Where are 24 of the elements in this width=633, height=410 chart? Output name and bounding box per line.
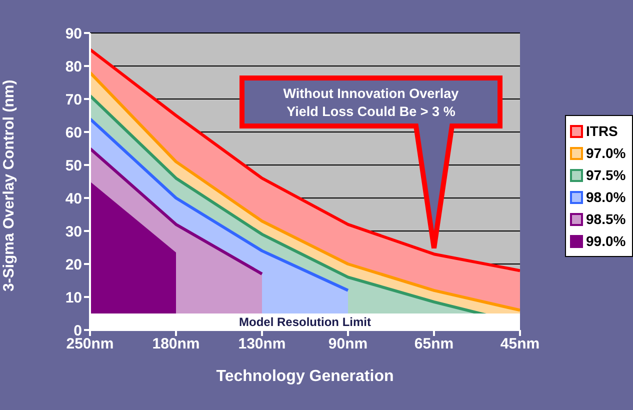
y-axis-title: 3-Sigma Overlay Control (nm)	[0, 80, 18, 292]
y-tick-label: 20	[65, 256, 82, 274]
y-tick-label: 50	[65, 157, 82, 174]
x-tick-label: 90nm	[328, 336, 368, 353]
x-tick-label: 180nm	[152, 336, 200, 353]
x-tick-label: 130nm	[238, 336, 286, 353]
legend-label: 99.0%	[586, 233, 626, 249]
legend-label: 98.0%	[586, 189, 626, 205]
legend-label: 97.0%	[586, 145, 626, 161]
annotation: Without Innovation Overlay Yield Loss Could Be > 3 %	[283, 86, 460, 119]
legend-label: 98.5%	[586, 211, 626, 227]
y-tick-label: 80	[65, 58, 82, 76]
y-tick-label: 40	[65, 190, 82, 208]
x-tick-label: 65nm	[414, 336, 454, 353]
y-tick-label: 30	[65, 223, 82, 240]
y-tick-label: 10	[65, 289, 82, 306]
x-tick-label: 45nm	[500, 336, 540, 353]
y-tick-label: 90	[65, 25, 82, 42]
y-tick-label: 70	[65, 91, 82, 108]
legend-label: ITRS	[586, 123, 618, 139]
band-label: Model Resolution Limit	[239, 315, 371, 330]
y-tick-label: 60	[65, 124, 82, 142]
x-axis-title: Technology Generation	[215, 368, 395, 386]
legend-label: 97.5%	[586, 167, 626, 183]
